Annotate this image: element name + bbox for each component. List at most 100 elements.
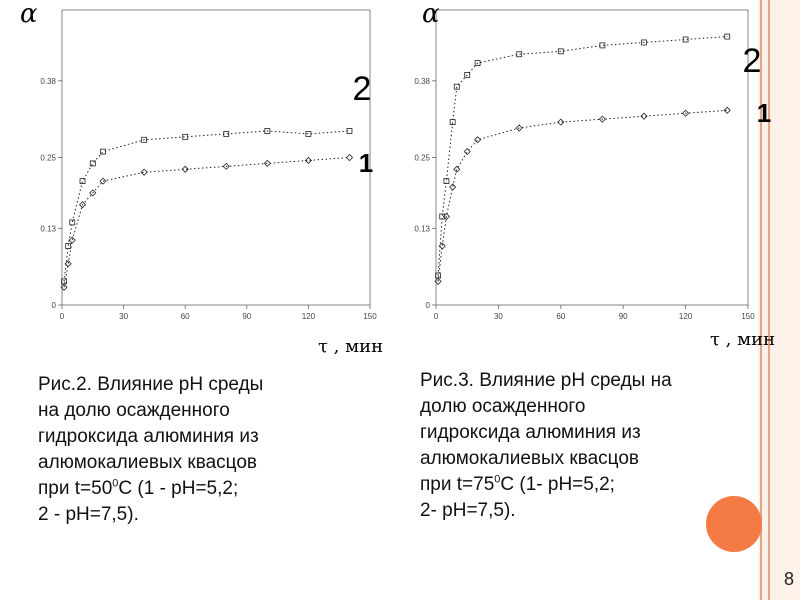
caption-line: долю осажденного bbox=[420, 396, 586, 417]
caption-line: 2 - рН=7,5). bbox=[38, 504, 139, 525]
data-point bbox=[182, 133, 189, 140]
data-point bbox=[89, 189, 97, 197]
data-point bbox=[68, 236, 76, 244]
caption-text: при t=75 bbox=[420, 474, 495, 495]
data-point bbox=[474, 60, 481, 66]
caption-line: 2- рН=7,5). bbox=[420, 500, 516, 521]
x-tick-label: 30 bbox=[494, 312, 503, 321]
data-point bbox=[516, 51, 523, 58]
caption-line: на долю осажденного bbox=[38, 400, 230, 421]
data-point bbox=[78, 201, 87, 209]
data-point bbox=[474, 136, 482, 144]
data-point bbox=[223, 130, 230, 137]
x-tick-label: 0 bbox=[60, 312, 65, 321]
y-tick-label: 0.38 bbox=[40, 77, 56, 86]
data-point bbox=[724, 33, 731, 40]
y-tick-label: 0 bbox=[52, 301, 57, 310]
sidebar-border-line bbox=[760, 0, 762, 600]
plot-frame bbox=[61, 9, 371, 306]
series-line bbox=[437, 36, 728, 276]
sidebar-border-line bbox=[768, 0, 770, 600]
x-tick-label: 150 bbox=[363, 312, 377, 321]
data-point bbox=[305, 130, 312, 137]
data-point bbox=[346, 128, 353, 134]
page-number: 8 bbox=[783, 569, 794, 589]
data-point bbox=[443, 178, 450, 185]
x-tick-label: 60 bbox=[181, 312, 190, 321]
data-point bbox=[449, 119, 456, 125]
data-point bbox=[140, 168, 148, 176]
data-point bbox=[453, 165, 461, 173]
data-point bbox=[304, 156, 312, 165]
series-line bbox=[63, 130, 350, 282]
data-point bbox=[682, 109, 690, 117]
data-point bbox=[99, 177, 107, 185]
data-point bbox=[439, 213, 446, 220]
data-point bbox=[557, 118, 565, 126]
caption-line: гидроксида алюминия из bbox=[38, 426, 259, 447]
data-point bbox=[264, 128, 271, 134]
x-tick-label: 90 bbox=[242, 312, 251, 321]
chart-fig3: 0 0.13 0.25 0.38 0 30 60 90 120 150 α τ , мин 2 1 bbox=[414, 0, 775, 350]
y-tick-label: 0 bbox=[426, 301, 431, 310]
data-point bbox=[345, 153, 354, 162]
data-point bbox=[641, 39, 647, 46]
x-axis-label: τ , мин bbox=[318, 336, 383, 357]
y-tick-label: 0.38 bbox=[414, 77, 430, 86]
y-tick-label: 0.25 bbox=[40, 154, 56, 163]
caption-line: при t=750С (1- рН=5,2; bbox=[420, 472, 772, 498]
x-tick-label: 60 bbox=[556, 312, 565, 321]
chart-fig2: 0 0.13 0.25 0.38 0 30 60 90 120 150 α τ , мин 2 1 bbox=[20, 0, 383, 357]
decorative-circle bbox=[706, 496, 762, 552]
curve-label-2: 2 bbox=[353, 70, 372, 108]
caption-line: Рис.2. Влияние рН среды bbox=[38, 374, 264, 395]
data-point bbox=[463, 148, 471, 156]
data-point bbox=[181, 165, 189, 173]
data-point bbox=[65, 243, 72, 249]
x-tick-label: 90 bbox=[619, 312, 628, 321]
data-point bbox=[100, 148, 106, 155]
series-line bbox=[437, 109, 728, 282]
data-point bbox=[438, 242, 446, 250]
data-point bbox=[89, 160, 96, 167]
data-point bbox=[222, 162, 230, 170]
data-point bbox=[598, 115, 606, 123]
caption-text: при t=50 bbox=[38, 478, 113, 499]
data-point bbox=[515, 124, 523, 132]
y-tick-label: 0.13 bbox=[414, 224, 430, 233]
data-point bbox=[557, 48, 564, 55]
y-tick-label: 0.13 bbox=[40, 224, 56, 233]
caption-line: алюмокалиевых квасцов bbox=[38, 452, 258, 473]
data-point bbox=[79, 178, 86, 185]
data-point bbox=[464, 72, 471, 78]
data-point bbox=[69, 219, 76, 226]
series-line bbox=[63, 157, 350, 288]
degree-superscript: 0 bbox=[494, 473, 501, 486]
caption-text: С (1 - рН=5,2; bbox=[118, 478, 239, 499]
plot-frame bbox=[435, 9, 749, 306]
caption-line: Рис.3. Влияние рН среды на bbox=[420, 370, 672, 391]
x-tick-label: 150 bbox=[741, 312, 755, 321]
data-point bbox=[449, 183, 457, 191]
data-point bbox=[434, 277, 442, 285]
x-tick-label: 30 bbox=[119, 312, 128, 321]
caption-line: гидроксида алюминия из bbox=[420, 422, 641, 443]
data-point bbox=[442, 212, 450, 221]
data-point bbox=[141, 136, 148, 143]
data-point bbox=[723, 106, 731, 114]
degree-superscript: 0 bbox=[112, 477, 119, 490]
caption-text: С (1- рН=5,2; bbox=[500, 474, 615, 495]
y-tick-label: 0.25 bbox=[414, 154, 430, 163]
curve-label-2: 2 bbox=[743, 42, 762, 80]
y-axis-symbol: α bbox=[20, 0, 38, 29]
data-point bbox=[682, 36, 689, 43]
x-axis-label: τ , мин bbox=[710, 329, 775, 350]
curve-label-1: 1 bbox=[359, 148, 373, 178]
caption-line: при t=500С (1 - рН=5,2; bbox=[38, 476, 364, 502]
data-point bbox=[263, 159, 271, 167]
x-tick-label: 120 bbox=[679, 312, 693, 321]
caption-fig3: Рис.3. Влияние рН среды на долю осажденно… bbox=[420, 368, 772, 524]
data-point bbox=[453, 83, 460, 90]
curve-label-1: 1 bbox=[757, 98, 771, 128]
caption-fig2: Рис.2. Влияние рН среды на долю осажденно… bbox=[38, 372, 364, 528]
